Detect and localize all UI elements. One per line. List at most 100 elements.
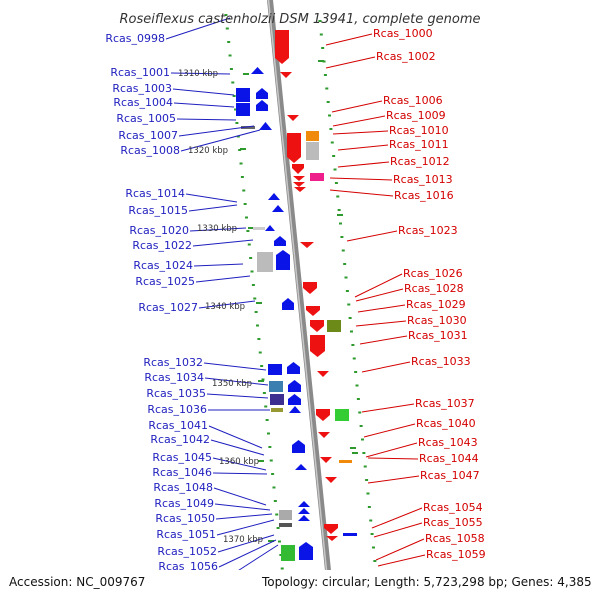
forward-gene-arrow bbox=[298, 515, 310, 521]
gene-label-rcas-1013: Rcas_1013 bbox=[393, 173, 453, 186]
gene-label-rcas-1033: Rcas_1033 bbox=[411, 355, 471, 368]
reverse-gene-arrow bbox=[310, 335, 325, 357]
connector-rcas-1045 bbox=[212, 457, 267, 471]
tick-left bbox=[276, 527, 280, 529]
tick-major bbox=[268, 540, 274, 542]
tick-major bbox=[258, 380, 264, 382]
tick-left bbox=[273, 500, 277, 502]
forward-gene-arrow bbox=[287, 362, 300, 374]
tick-right bbox=[322, 60, 326, 63]
reverse-gene-arrow bbox=[303, 282, 317, 294]
tick-left bbox=[254, 311, 258, 313]
tick-right bbox=[330, 141, 334, 144]
gene-label-rcas-1025: Rcas_1025 bbox=[135, 275, 195, 288]
tick-right bbox=[343, 263, 347, 265]
forward-gene-arrow bbox=[265, 225, 275, 231]
gene-label-rcas-1024: Rcas_1024 bbox=[133, 259, 193, 272]
connector-rcas-1023 bbox=[346, 230, 398, 242]
tick-left bbox=[245, 216, 249, 219]
reverse-gene-arrow bbox=[316, 409, 330, 421]
tick-right bbox=[363, 465, 367, 468]
scale-layer: 1310 kbp 1320 kbp 1330 kbp 1340 kbp 1350 kbp… bbox=[178, 69, 263, 545]
reverse-gene-arrow bbox=[287, 115, 299, 121]
tick-right bbox=[321, 47, 325, 49]
connector-rcas-1016 bbox=[329, 189, 394, 197]
tick-left bbox=[238, 149, 242, 151]
connector-rcas-1047 bbox=[367, 475, 420, 484]
tick-right bbox=[341, 249, 345, 252]
gene-label-rcas-1030: Rcas_1030 bbox=[407, 314, 467, 327]
tick-right bbox=[333, 168, 337, 171]
connector-rcas-1050 bbox=[215, 513, 273, 520]
forward-gene-arrow bbox=[288, 380, 301, 392]
reverse-gene-arrow bbox=[318, 432, 330, 438]
connector-rcas-1014 bbox=[185, 193, 238, 203]
tick-left bbox=[268, 446, 272, 448]
tick-left bbox=[256, 324, 260, 327]
tick-left bbox=[225, 27, 229, 30]
tick-right bbox=[373, 560, 377, 562]
tick-left bbox=[236, 135, 240, 138]
tick-left bbox=[234, 108, 238, 111]
gene-label-rcas-1044: Rcas_1044 bbox=[419, 452, 479, 465]
reverse-gene-arrow bbox=[317, 371, 329, 377]
gene-block-magenta bbox=[310, 173, 324, 181]
connector-rcas-0998 bbox=[165, 17, 231, 40]
connector-rcas-1054 bbox=[371, 507, 423, 529]
gene-label-rcas-1015: Rcas_1015 bbox=[128, 204, 188, 217]
gene-label-rcas-1047: Rcas_1047 bbox=[420, 469, 480, 482]
gene-block-grey bbox=[257, 252, 273, 272]
connector-rcas-1043 bbox=[365, 442, 418, 458]
reverse-gene-arrow bbox=[294, 187, 306, 192]
tick-major bbox=[350, 447, 356, 449]
forward-gene-arrow bbox=[289, 406, 301, 413]
gene-label-rcas-1010: Rcas_1010 bbox=[389, 124, 449, 137]
tick-right bbox=[318, 20, 322, 22]
tick-right bbox=[352, 357, 356, 360]
tick-left bbox=[272, 486, 276, 489]
gene-label-rcas-1000: Rcas_1000 bbox=[373, 27, 433, 40]
gene-label-rcas-1052: Rcas_1052 bbox=[157, 545, 217, 558]
tick-left bbox=[232, 95, 236, 97]
tick-right bbox=[323, 74, 327, 76]
tick-right bbox=[358, 411, 362, 414]
connector-rcas-1024 bbox=[193, 263, 244, 267]
connector-rcas-1027 bbox=[198, 300, 256, 309]
gene-block-grey bbox=[241, 126, 255, 129]
tick-left bbox=[279, 554, 283, 556]
tick-right bbox=[329, 128, 333, 130]
scale-mark-1310-kbp: 1310 kbp bbox=[178, 69, 218, 79]
genome-backbone bbox=[267, 0, 334, 600]
tick-right bbox=[367, 506, 371, 508]
connector-rcas-1059 bbox=[377, 554, 426, 567]
tick-left bbox=[239, 162, 243, 165]
connector-rcas-1034 bbox=[204, 377, 269, 386]
tick-right bbox=[325, 87, 329, 90]
gene-label-rcas-1031: Rcas_1031 bbox=[408, 329, 468, 342]
connector-rcas-1029 bbox=[357, 304, 406, 313]
gene-label-rcas-1043: Rcas_1043 bbox=[418, 436, 478, 449]
tick-left bbox=[243, 203, 247, 205]
tick-right bbox=[371, 546, 375, 549]
tick-right bbox=[319, 33, 323, 36]
forward-gene-arrow bbox=[292, 440, 305, 453]
tick-right bbox=[345, 290, 349, 292]
tick-left bbox=[269, 459, 273, 462]
gene-block-grey bbox=[253, 227, 265, 230]
gene-block-orange bbox=[306, 131, 319, 141]
connector-rcas-1046 bbox=[212, 472, 268, 475]
forward-gene-arrow bbox=[256, 100, 268, 111]
tick-left bbox=[261, 378, 265, 381]
forward-gene-arrow bbox=[299, 542, 313, 560]
forward-gene-arrow bbox=[251, 67, 264, 74]
reverse-gene-arrow bbox=[325, 477, 337, 483]
connector-rcas-1049 bbox=[214, 503, 271, 511]
gene-label-rcas-1023: Rcas_1023 bbox=[398, 224, 458, 237]
footer-band bbox=[0, 570, 600, 600]
gene-block-grey bbox=[279, 523, 292, 527]
gene-label-rcas-1051: Rcas_1051 bbox=[156, 528, 216, 541]
map-title: Roseiflexus castenholzii DSM 13941, comp… bbox=[120, 12, 481, 27]
accession-text: Accession: NC_009767 bbox=[9, 575, 145, 589]
tick-right bbox=[326, 101, 330, 103]
